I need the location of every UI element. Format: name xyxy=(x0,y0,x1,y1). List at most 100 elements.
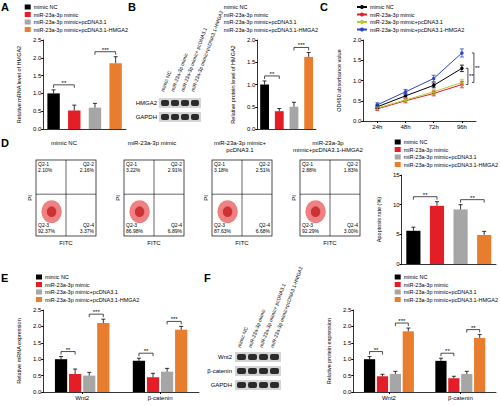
svg-text:2.16%: 2.16% xyxy=(80,167,95,173)
svg-text:Wnt2: Wnt2 xyxy=(218,354,233,360)
svg-text:10: 10 xyxy=(393,202,400,208)
svg-text:miR-23a-3p mimic+pcDNA3.1: miR-23a-3p mimic+pcDNA3.1 xyxy=(45,289,118,295)
svg-text:2.88%: 2.88% xyxy=(302,167,317,173)
svg-text:1.5: 1.5 xyxy=(33,73,42,79)
svg-text:1.5: 1.5 xyxy=(343,340,352,346)
svg-text:miR-23a-3p mimic+pcDNA3.1-HMGA: miR-23a-3p mimic+pcDNA3.1-HMGA2 xyxy=(34,27,128,33)
svg-text:mimic NC: mimic NC xyxy=(34,4,58,10)
svg-text:**: ** xyxy=(374,347,379,353)
svg-text:miR-23a-3p mimic+pcDNA3.1-HMGA: miR-23a-3p mimic+pcDNA3.1-HMGA2 xyxy=(224,27,318,33)
svg-text:***: *** xyxy=(298,42,306,48)
svg-text:3.18%: 3.18% xyxy=(214,167,229,173)
svg-text:miR-23a-3p mimic: miR-23a-3p mimic xyxy=(370,12,415,18)
svg-text:D: D xyxy=(1,137,9,149)
svg-text:Q2-2: Q2-2 xyxy=(171,161,182,167)
svg-text:miR-23a-3p mimic+pcDNA3.1: miR-23a-3p mimic+pcDNA3.1 xyxy=(404,289,477,295)
svg-text:92.37%: 92.37% xyxy=(38,228,56,234)
svg-text:B: B xyxy=(128,1,136,13)
svg-text:mimic NC: mimic NC xyxy=(404,139,428,145)
svg-text:3.22%: 3.22% xyxy=(126,167,141,173)
svg-text:1.5: 1.5 xyxy=(33,340,42,346)
svg-text:Q2-1: Q2-1 xyxy=(302,161,313,167)
svg-text:15: 15 xyxy=(393,172,400,178)
svg-text:miR-23a-3p mimic+pcDNA3.1: miR-23a-3p mimic+pcDNA3.1 xyxy=(404,154,477,160)
svg-text:F: F xyxy=(204,272,211,284)
svg-text:GAPDH: GAPDH xyxy=(136,114,157,120)
svg-text:2.91%: 2.91% xyxy=(168,167,183,173)
svg-text:miR-23a-3p mimic+pcDNA3.1: miR-23a-3p mimic+pcDNA3.1 xyxy=(370,19,443,25)
svg-text:miR-23a-3p mimic: miR-23a-3p mimic xyxy=(169,52,189,93)
svg-text:2.0: 2.0 xyxy=(353,37,362,43)
svg-text:2.0: 2.0 xyxy=(33,323,42,329)
svg-text:Q2-2: Q2-2 xyxy=(347,161,358,167)
svg-text:2.0: 2.0 xyxy=(343,323,352,329)
svg-text:miR-23a-3p mimic: miR-23a-3p mimic xyxy=(404,147,449,153)
svg-text:β-catenin: β-catenin xyxy=(148,395,173,401)
svg-text:2.5: 2.5 xyxy=(343,307,352,313)
svg-text:**: ** xyxy=(66,347,71,353)
svg-text:Q2-4: Q2-4 xyxy=(347,222,358,228)
svg-text:Q2-3: Q2-3 xyxy=(214,222,225,228)
svg-text:miR-23a-3p mimic+ pcDNA3.1: miR-23a-3p mimic+ pcDNA3.1 xyxy=(258,283,287,349)
svg-text:Apoptosis rate (%): Apoptosis rate (%) xyxy=(376,197,382,242)
svg-text:1.5: 1.5 xyxy=(353,57,362,63)
svg-text:5: 5 xyxy=(396,231,400,237)
svg-text:2.0: 2.0 xyxy=(247,37,256,43)
svg-text:Relative mRNA expression: Relative mRNA expression xyxy=(16,318,22,383)
svg-text:**: ** xyxy=(270,71,275,77)
svg-text:***: *** xyxy=(93,309,101,315)
svg-text:**: ** xyxy=(423,192,428,198)
svg-text:Wnt2: Wnt2 xyxy=(382,395,397,401)
svg-text:miR-23a-3p mimic+pcDNA3.1-HMGA: miR-23a-3p mimic+pcDNA3.1-HMGA2 xyxy=(189,10,224,93)
svg-text:0.5: 0.5 xyxy=(247,104,256,110)
svg-text:1.0: 1.0 xyxy=(247,82,256,88)
svg-text:**: ** xyxy=(144,348,149,354)
svg-text:miR-23a-3p mimic: miR-23a-3p mimic xyxy=(404,282,449,288)
svg-text:miR-23a-3p mimic+pcDNA3.1-HMGA: miR-23a-3p mimic+pcDNA3.1-HMGA2 xyxy=(269,266,304,349)
svg-text:miR-23a-3p mimic: miR-23a-3p mimic xyxy=(224,12,269,18)
svg-text:1.0: 1.0 xyxy=(33,356,42,362)
svg-text:PI: PI xyxy=(27,195,33,201)
svg-text:0.0: 0.0 xyxy=(247,126,256,132)
svg-text:FITC: FITC xyxy=(323,240,337,246)
svg-text:0.5: 0.5 xyxy=(343,373,352,379)
svg-text:Relative protein level of HMGA: Relative protein level of HMGA2 xyxy=(230,45,236,123)
svg-text:0.5: 0.5 xyxy=(353,98,362,104)
svg-text:miR-23a-3p mimic+pcDNA3.1: miR-23a-3p mimic+pcDNA3.1 xyxy=(224,19,297,25)
svg-text:**: ** xyxy=(470,195,475,201)
svg-text:miR-23a-3p mimic+pcDNA3.1-HMGA: miR-23a-3p mimic+pcDNA3.1-HMGA2 xyxy=(45,297,139,303)
svg-text:**: ** xyxy=(471,325,476,331)
svg-text:β-catenin: β-catenin xyxy=(207,368,232,374)
svg-text:Q2-4: Q2-4 xyxy=(83,222,94,228)
svg-text:**: ** xyxy=(475,65,480,71)
svg-text:92.29%: 92.29% xyxy=(302,228,320,234)
svg-text:0.0: 0.0 xyxy=(33,389,42,395)
svg-text:Q2-1: Q2-1 xyxy=(214,161,225,167)
svg-text:mimic NC: mimic NC xyxy=(45,274,69,280)
svg-text:C: C xyxy=(320,1,328,13)
svg-text:E: E xyxy=(1,272,8,284)
svg-text:miR-23a-3p mimic: miR-23a-3p mimic xyxy=(247,308,267,349)
svg-text:Q2-4: Q2-4 xyxy=(171,222,182,228)
svg-text:miR-23a-3p mimic: miR-23a-3p mimic xyxy=(34,12,79,18)
svg-text:Q2-4: Q2-4 xyxy=(259,222,270,228)
svg-text:**: ** xyxy=(62,80,67,86)
svg-text:Q2-2: Q2-2 xyxy=(83,161,94,167)
svg-text:72h: 72h xyxy=(429,124,439,130)
svg-text:0.0: 0.0 xyxy=(343,389,352,395)
svg-text:HMGA2: HMGA2 xyxy=(136,100,158,106)
svg-text:1.0: 1.0 xyxy=(353,78,362,84)
svg-text:Q2-1: Q2-1 xyxy=(38,161,49,167)
svg-text:2.0: 2.0 xyxy=(33,55,42,61)
svg-text:Q2-3: Q2-3 xyxy=(38,222,49,228)
svg-text:0.5: 0.5 xyxy=(33,373,42,379)
svg-text:mimic NC: mimic NC xyxy=(370,4,394,10)
svg-text:β-catenin: β-catenin xyxy=(448,395,473,401)
svg-text:**: ** xyxy=(445,348,450,354)
svg-text:miR-23a-3p mimic+pcDNA3.1: miR-23a-3p mimic+pcDNA3.1 xyxy=(34,19,107,25)
svg-text:2.51%: 2.51% xyxy=(256,167,271,173)
svg-text:86.98%: 86.98% xyxy=(126,228,144,234)
svg-text:0.5: 0.5 xyxy=(33,108,42,114)
svg-text:0.0: 0.0 xyxy=(353,118,362,124)
svg-text:miR-23a-3p mimic: miR-23a-3p mimic xyxy=(45,282,90,288)
